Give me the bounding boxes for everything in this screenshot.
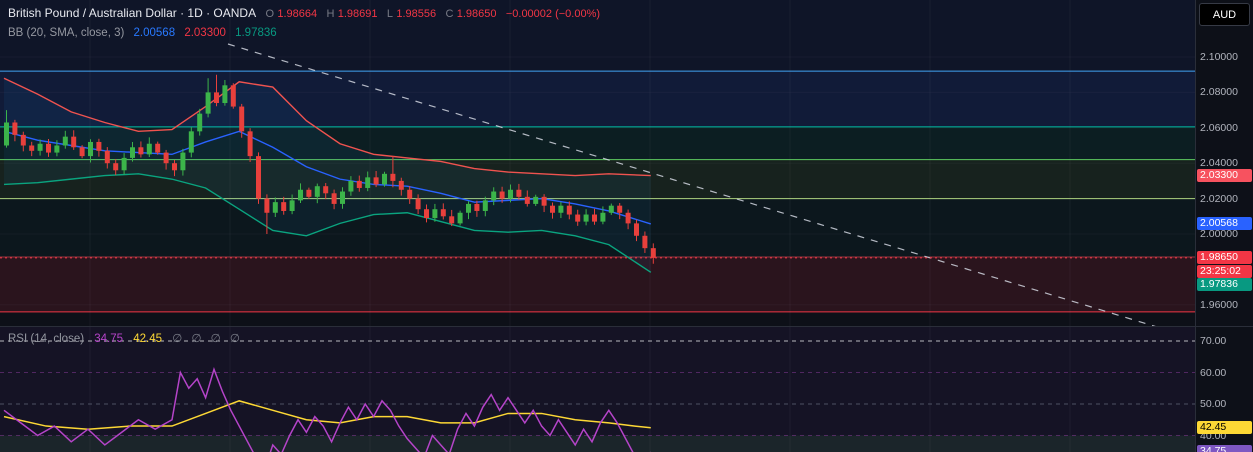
rsi-indicator-title[interactable]: RSI (14, close) <box>8 333 85 345</box>
last-price-badge: 1.98650 <box>1197 250 1252 264</box>
pane-divider[interactable] <box>0 326 1253 327</box>
price-axis-label: 2.06000 <box>1200 121 1238 134</box>
close-value: 1.98650 <box>456 8 497 20</box>
price-axis-label: 1.96000 <box>1200 298 1238 311</box>
rsi-value-badge: 34.75 <box>1197 445 1252 452</box>
rsi-axis-label: 50.00 <box>1200 398 1227 410</box>
open-value: 1.98664 <box>277 8 318 20</box>
bb-upper-price-badge: 2.03300 <box>1197 168 1252 182</box>
open-label: O <box>265 8 274 20</box>
bar-countdown-badge: 23:25:02 <box>1197 264 1252 278</box>
chart-pane-area[interactable] <box>0 0 1195 452</box>
bb-indicator-title[interactable]: BB (20, SMA, close, 3) <box>8 27 125 39</box>
rsi-ma-badge: 42.45 <box>1197 420 1252 434</box>
high-value: 1.98691 <box>337 8 378 20</box>
bb-basis-price-badge: 2.00568 <box>1197 216 1252 230</box>
high-label: H <box>326 8 335 20</box>
price-axis[interactable]: AUD 2.10000 2.08000 2.06000 2.04000 2.02000 2… <box>1195 0 1253 452</box>
rsi-ma-value: 42.45 <box>133 333 163 345</box>
bb-lower-price-badge: 1.97836 <box>1197 278 1252 292</box>
price-axis-label: 2.10000 <box>1200 51 1238 63</box>
price-axis-label: 2.02000 <box>1200 192 1238 205</box>
close-label: C <box>445 8 454 20</box>
low-label: L <box>386 8 393 20</box>
rsi-axis-label: 70.00 <box>1200 335 1227 347</box>
rsi-current-value: 34.75 <box>94 333 124 345</box>
low-value: 1.98556 <box>396 8 437 20</box>
rsi-indicator-legend: RSI (14, close) 34.75 42.45 ∅ ∅ ∅ ∅ <box>8 331 243 345</box>
price-axis-label: 2.00000 <box>1200 228 1238 240</box>
symbol-legend: British Pound / Australian Dollar · 1D ·… <box>8 6 600 20</box>
price-axis-label: 2.08000 <box>1200 86 1238 99</box>
price-chart-canvas[interactable] <box>0 0 1195 452</box>
symbol-title[interactable]: British Pound / Australian Dollar · 1D ·… <box>8 6 257 20</box>
bb-basis-value: 2.00568 <box>133 27 176 39</box>
bb-indicator-legend: BB (20, SMA, close, 3) 2.00568 2.03300 1… <box>8 27 277 39</box>
bb-upper-value: 2.03300 <box>184 27 226 39</box>
rsi-empty-values: ∅ ∅ ∅ ∅ <box>172 333 243 345</box>
bb-lower-value: 1.97836 <box>235 27 277 39</box>
rsi-axis-label: 60.00 <box>1200 366 1227 379</box>
change-value: −0.00002 (−0.00%) <box>505 8 601 20</box>
price-axis-label: 2.04000 <box>1200 157 1238 170</box>
currency-unit-button[interactable]: AUD <box>1199 3 1250 26</box>
